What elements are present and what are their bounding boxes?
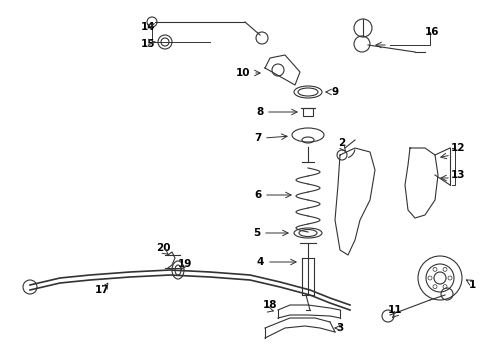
Text: 12: 12 [451, 143, 465, 153]
Text: 1: 1 [468, 280, 476, 290]
Text: 16: 16 [425, 27, 439, 37]
Text: 18: 18 [263, 300, 277, 310]
Text: 8: 8 [256, 107, 264, 117]
Text: 4: 4 [256, 257, 264, 267]
Text: 13: 13 [451, 170, 465, 180]
Text: 11: 11 [388, 305, 402, 315]
Text: 3: 3 [336, 323, 343, 333]
Text: 19: 19 [178, 259, 192, 269]
Text: 14: 14 [141, 22, 155, 32]
Text: 17: 17 [95, 285, 109, 295]
Text: 15: 15 [141, 39, 155, 49]
Text: 6: 6 [254, 190, 262, 200]
Text: 20: 20 [156, 243, 170, 253]
Text: 10: 10 [236, 68, 250, 78]
Bar [303, 108, 313, 116]
Text: 9: 9 [331, 87, 339, 97]
Text: 5: 5 [253, 228, 261, 238]
Text: 2: 2 [339, 138, 345, 148]
Text: 7: 7 [254, 133, 262, 143]
